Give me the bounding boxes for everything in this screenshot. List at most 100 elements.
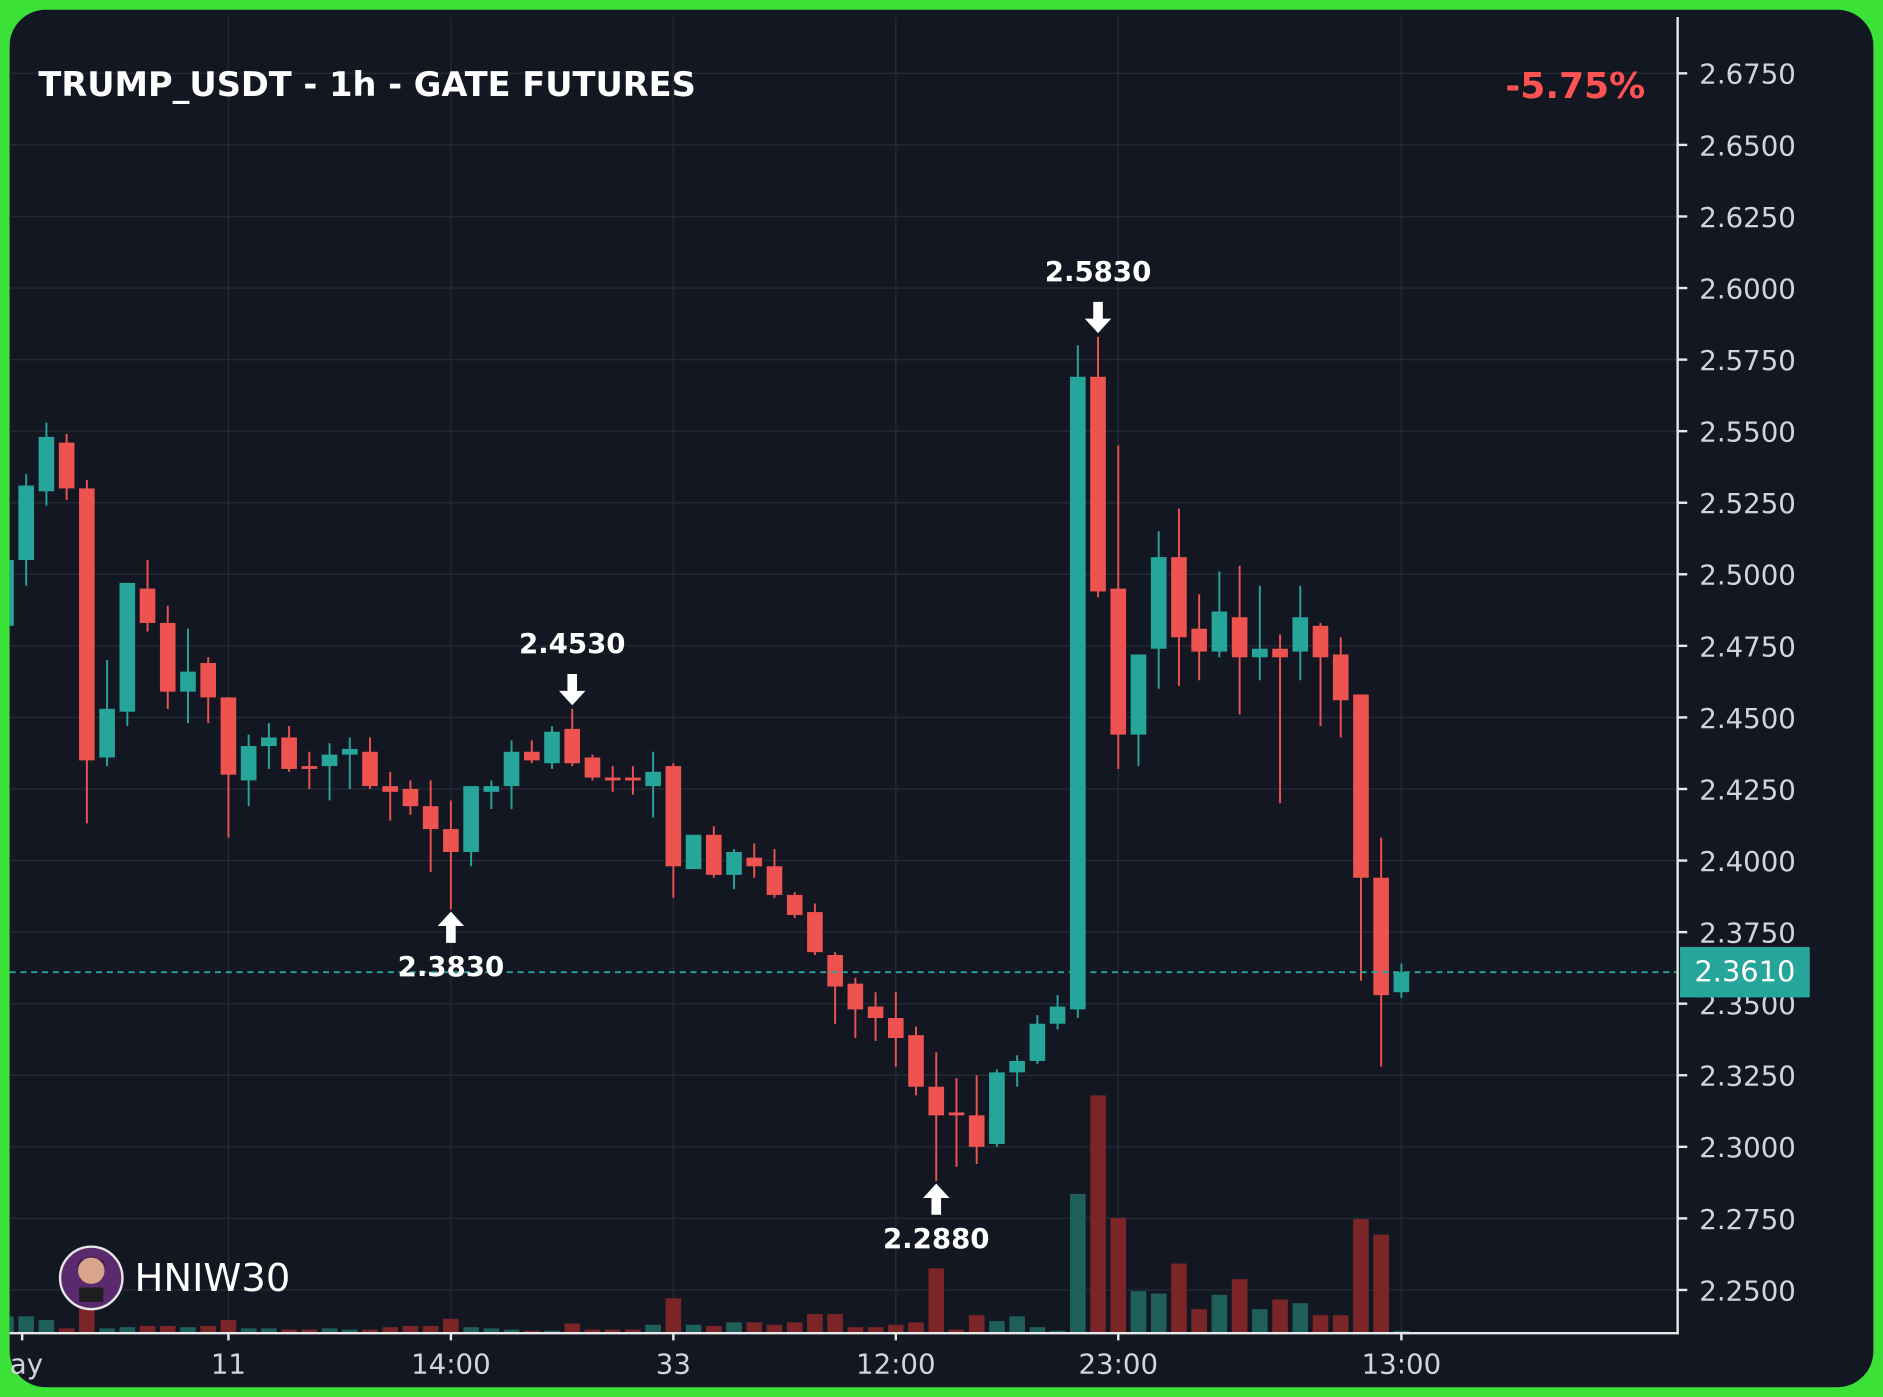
- y-tick-label: 2.2750: [1699, 1203, 1796, 1236]
- last-price-box: [1680, 946, 1810, 998]
- candle-body: [9, 559, 14, 626]
- grid: [9, 16, 1678, 1334]
- candle-body: [705, 834, 722, 875]
- volume-bar: [847, 1327, 864, 1334]
- volume-bar: [1332, 1315, 1349, 1334]
- volume-bar: [99, 1328, 115, 1334]
- x-tick-label: 12:00: [856, 1348, 936, 1381]
- volume-bar: [1231, 1279, 1248, 1334]
- y-tick-label: 2.5250: [1699, 487, 1796, 520]
- candle-body: [645, 771, 661, 787]
- y-tick-label: 2.3000: [1699, 1131, 1796, 1164]
- volume-bar: [827, 1313, 843, 1334]
- y-tick-label: 2.5500: [1699, 416, 1796, 449]
- candle-body: [887, 1017, 904, 1039]
- candle-body: [99, 708, 115, 758]
- candle-body: [38, 436, 55, 492]
- candle-body: [261, 737, 277, 747]
- volume-bar: [665, 1298, 682, 1334]
- y-tick-label: 2.6000: [1699, 272, 1796, 305]
- candle-body: [1332, 654, 1349, 701]
- x-tick-label: 14:00: [411, 1348, 491, 1381]
- y-tick-label: 2.3750: [1699, 917, 1796, 950]
- candle-body: [807, 912, 823, 953]
- volume-bar: [483, 1328, 500, 1334]
- candle-body: [1130, 654, 1147, 735]
- candle-body: [240, 746, 257, 781]
- volume-bar: [746, 1322, 763, 1334]
- volume-bar: [1009, 1316, 1025, 1334]
- volume-bar: [685, 1324, 702, 1334]
- last-price-label: 2.3610: [1694, 954, 1795, 988]
- candle-body: [827, 955, 843, 987]
- volume-bar: [1211, 1294, 1228, 1334]
- avatar-hair: [75, 1256, 107, 1269]
- y-tick-label: 2.5000: [1699, 559, 1796, 592]
- volume-bar: [1373, 1234, 1389, 1334]
- y-tick-label: 2.4500: [1699, 702, 1796, 735]
- candle-body: [1353, 694, 1369, 878]
- volume-bar: [220, 1319, 237, 1334]
- candle-body: [1231, 617, 1248, 658]
- candle-body: [1191, 628, 1207, 652]
- candle-body: [362, 751, 378, 787]
- volume-bar: [281, 1329, 297, 1334]
- volume-bar: [9, 1316, 14, 1334]
- candle-body: [321, 754, 338, 767]
- volume-bar: [867, 1327, 884, 1334]
- y-tick-label: 2.4750: [1699, 630, 1796, 663]
- candle-body: [382, 786, 399, 792]
- volume-bar: [726, 1322, 742, 1334]
- volume-bar: [18, 1316, 34, 1334]
- volume-bar: [1090, 1095, 1106, 1334]
- volume-bar: [705, 1325, 722, 1334]
- candle-body: [402, 788, 419, 807]
- volume-bar: [422, 1325, 439, 1334]
- candle-body: [564, 728, 581, 764]
- candle-body: [584, 757, 601, 778]
- annotation-label: 2.2880: [883, 1222, 990, 1255]
- candle-body: [220, 697, 237, 775]
- volume-bar: [382, 1327, 399, 1334]
- volume-bar: [1150, 1293, 1167, 1334]
- watermark-text: HNIW30: [135, 1256, 291, 1301]
- annotation: 2.5830: [1045, 255, 1151, 334]
- candle-body: [18, 485, 34, 560]
- candle-body: [1252, 648, 1268, 658]
- candle-body: [766, 866, 783, 895]
- volume-bar: [1171, 1263, 1187, 1334]
- candle-body: [1150, 557, 1167, 649]
- annotation: 2.4530: [519, 627, 626, 706]
- candle-body: [786, 894, 803, 915]
- candle-body: [1009, 1060, 1025, 1073]
- x-tick-label: 33: [656, 1348, 691, 1381]
- axes: 2.25002.27502.30002.32502.35002.37502.40…: [10, 58, 1810, 1381]
- volume-bar: [402, 1325, 419, 1334]
- plot-area: [9, 336, 1678, 1334]
- candle-body: [968, 1115, 985, 1147]
- y-tick-label: 2.4000: [1699, 845, 1796, 878]
- candle-body: [948, 1112, 965, 1116]
- volume-bar: [180, 1327, 196, 1334]
- volume-bar: [887, 1324, 904, 1334]
- volume-bar: [1353, 1219, 1369, 1334]
- volume-bar: [139, 1325, 156, 1334]
- volume-bar: [1070, 1193, 1086, 1334]
- candle-body: [443, 829, 459, 852]
- volume-bar: [908, 1322, 924, 1334]
- candle-body: [685, 834, 702, 870]
- candle-body: [544, 731, 560, 764]
- avatar-body: [79, 1287, 104, 1302]
- candle-body: [1029, 1023, 1046, 1061]
- volume-bar: [989, 1321, 1005, 1334]
- candle-body: [1090, 376, 1106, 592]
- candle-body: [867, 1006, 884, 1018]
- volume-bar: [948, 1329, 965, 1334]
- volume-bar: [1130, 1291, 1147, 1334]
- candle-body: [1373, 877, 1389, 996]
- volume-bar: [1292, 1303, 1309, 1334]
- volume-bar: [261, 1328, 277, 1334]
- candle-body: [301, 766, 318, 769]
